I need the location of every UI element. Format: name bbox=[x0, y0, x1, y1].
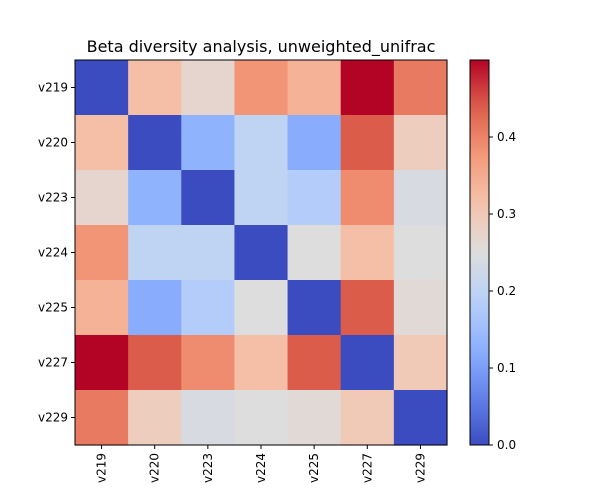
x-tick-label-v219: v219 bbox=[95, 453, 109, 483]
heatmap-cell-v219-v229 bbox=[393, 60, 448, 116]
heatmap-cell-v229-v220 bbox=[128, 390, 182, 446]
heatmap-cell-v223-v225 bbox=[287, 170, 342, 226]
x-axis: v219 v220 v223 v224 v225 v227 v229 bbox=[95, 445, 427, 483]
heatmap-cell-v220-v220 bbox=[128, 115, 182, 171]
y-tick-label-v219: v219 bbox=[38, 81, 68, 95]
colorbar-tick-label: 0.1 bbox=[497, 361, 516, 375]
heatmap-cell-v223-v219 bbox=[75, 170, 129, 226]
heatmap-cell-v225-v224 bbox=[234, 280, 289, 336]
x-tick-label-v225: v225 bbox=[307, 453, 321, 483]
x-tick-label-v224: v224 bbox=[254, 453, 268, 483]
heatmap-cell-v219-v225 bbox=[287, 60, 342, 116]
heatmap-cell-v224-v224 bbox=[234, 225, 289, 281]
colorbar-tick-label: 0.3 bbox=[497, 207, 516, 221]
heatmap-cell-v227-v220 bbox=[128, 335, 182, 391]
heatmap-cell-v227-v219 bbox=[75, 335, 129, 391]
heatmap-cell-v229-v225 bbox=[287, 390, 342, 446]
heatmap-cell-v225-v229 bbox=[393, 280, 448, 336]
heatmap-cell-v224-v229 bbox=[393, 225, 448, 281]
heatmap-cell-v220-v219 bbox=[75, 115, 129, 171]
heatmap-cell-v227-v229 bbox=[393, 335, 448, 391]
y-tick-label-v225: v225 bbox=[38, 301, 68, 315]
heatmap-cell-v220-v224 bbox=[234, 115, 289, 171]
y-tick-label-v224: v224 bbox=[38, 246, 68, 260]
heatmap-cell-v220-v229 bbox=[393, 115, 448, 171]
heatmap-cell-v227-v227 bbox=[340, 335, 395, 391]
heatmap-cell-v227-v224 bbox=[234, 335, 289, 391]
heatmap-cell-v224-v220 bbox=[128, 225, 182, 281]
heatmap-cell-v220-v223 bbox=[181, 115, 236, 171]
heatmap-cell-v225-v223 bbox=[181, 280, 236, 336]
heatmap-cells bbox=[75, 60, 448, 446]
heatmap-cell-v225-v219 bbox=[75, 280, 129, 336]
x-tick-label-v227: v227 bbox=[360, 453, 374, 483]
y-tick-label-v220: v220 bbox=[38, 136, 68, 150]
heatmap-cell-v224-v225 bbox=[287, 225, 342, 281]
heatmap-cell-v229-v227 bbox=[340, 390, 395, 446]
heatmap-cell-v223-v220 bbox=[128, 170, 182, 226]
x-tick-label-v223: v223 bbox=[201, 453, 215, 483]
heatmap-cell-v225-v227 bbox=[340, 280, 395, 336]
heatmap-cell-v227-v223 bbox=[181, 335, 236, 391]
heatmap-cell-v223-v229 bbox=[393, 170, 448, 226]
colorbar-tick-label: 0.2 bbox=[497, 284, 516, 298]
heatmap-cell-v219-v219 bbox=[75, 60, 129, 116]
y-tick-label-v223: v223 bbox=[38, 191, 68, 205]
heatmap-cell-v224-v219 bbox=[75, 225, 129, 281]
heatmap-cell-v219-v223 bbox=[181, 60, 236, 116]
colorbar-tick-label: 0.4 bbox=[497, 130, 516, 144]
heatmap-cell-v229-v224 bbox=[234, 390, 289, 446]
heatmap-cell-v224-v223 bbox=[181, 225, 236, 281]
heatmap-cell-v224-v227 bbox=[340, 225, 395, 281]
heatmap-cell-v225-v220 bbox=[128, 280, 182, 336]
chart-title: Beta diversity analysis, unweighted_unif… bbox=[87, 37, 436, 57]
colorbar-tick-label: 0.0 bbox=[497, 438, 516, 452]
heatmap-cell-v225-v225 bbox=[287, 280, 342, 336]
x-tick-label-v229: v229 bbox=[413, 453, 427, 483]
heatmap-cell-v223-v227 bbox=[340, 170, 395, 226]
heatmap-cell-v219-v220 bbox=[128, 60, 182, 116]
heatmap-cell-v220-v225 bbox=[287, 115, 342, 171]
heatmap-cell-v227-v225 bbox=[287, 335, 342, 391]
heatmap-cell-v229-v229 bbox=[393, 390, 448, 446]
y-axis: v219 v220 v223 v224 v225 v227 v229 bbox=[38, 81, 75, 425]
heatmap-cell-v220-v227 bbox=[340, 115, 395, 171]
y-tick-label-v227: v227 bbox=[38, 356, 68, 370]
heatmap-cell-v223-v223 bbox=[181, 170, 236, 226]
heatmap-cell-v219-v227 bbox=[340, 60, 395, 116]
heatmap-cell-v229-v223 bbox=[181, 390, 236, 446]
colorbar bbox=[469, 59, 490, 446]
x-tick-label-v220: v220 bbox=[148, 453, 162, 483]
colorbar-axis: 0.0 0.1 0.2 0.3 0.4 bbox=[489, 130, 516, 452]
y-tick-label-v229: v229 bbox=[38, 411, 68, 425]
heatmap-cell-v229-v219 bbox=[75, 390, 129, 446]
heatmap-cell-v219-v224 bbox=[234, 60, 289, 116]
heatmap-cell-v223-v224 bbox=[234, 170, 289, 226]
